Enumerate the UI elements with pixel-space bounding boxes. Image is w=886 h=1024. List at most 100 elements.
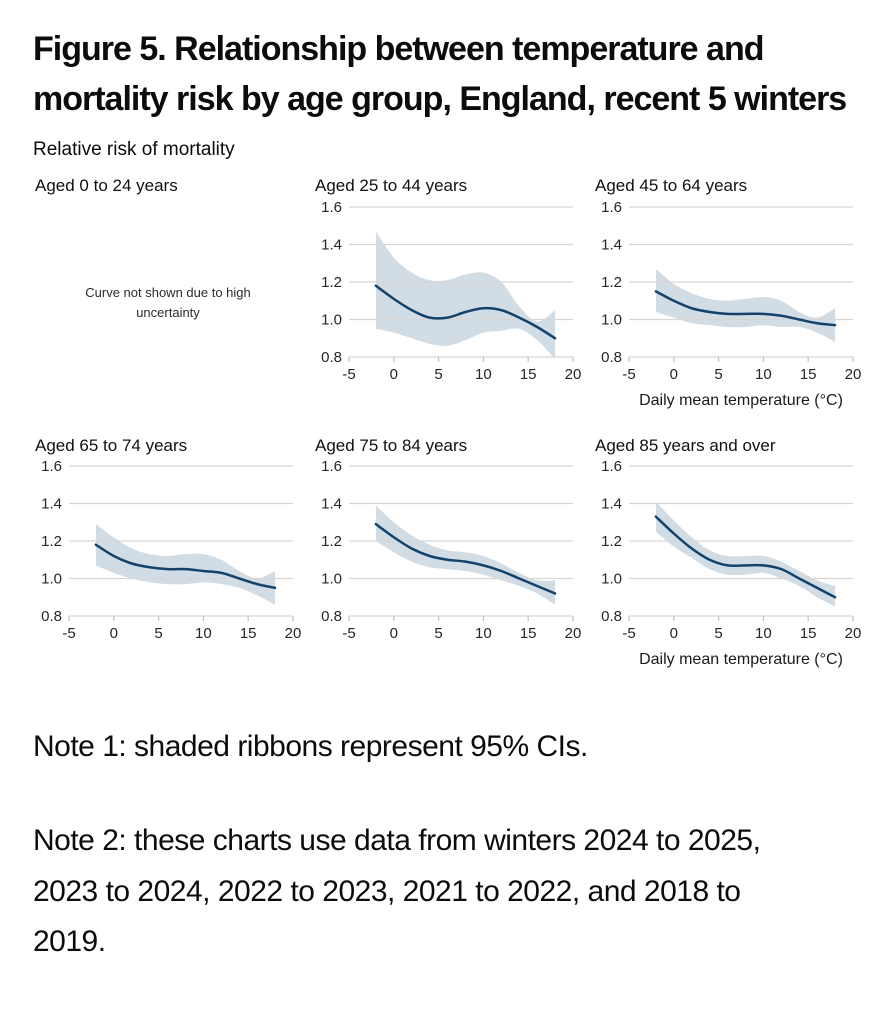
empty-chart-message: Curve not shown due to high uncertainty	[85, 284, 251, 320]
svg-text:15: 15	[800, 366, 817, 383]
svg-text:1.4: 1.4	[601, 236, 622, 253]
panel-aged-65-74: Aged 65 to 74 years 0.8 1.0 1.2 1.4 1.6 -5 0 5 1…	[33, 435, 303, 678]
svg-text:0.8: 0.8	[601, 608, 622, 625]
svg-text:15: 15	[520, 625, 537, 642]
confidence-ribbon	[655, 501, 836, 607]
x-axis: -5 0 5 10 15 20	[62, 615, 302, 642]
svg-text:1.2: 1.2	[601, 533, 622, 550]
svg-text:5: 5	[714, 625, 722, 642]
svg-text:1.0: 1.0	[41, 570, 62, 587]
svg-text:0.8: 0.8	[321, 349, 342, 366]
svg-text:1.4: 1.4	[321, 495, 342, 512]
svg-text:0.8: 0.8	[601, 349, 622, 366]
svg-text:1.2: 1.2	[321, 533, 342, 550]
panel-aged-25-44: Aged 25 to 44 years 0.8 1.0 1.2 1.4 1.6 -5 0 5 1…	[313, 175, 583, 418]
svg-text:0.8: 0.8	[321, 608, 342, 625]
svg-text:1.4: 1.4	[601, 495, 622, 512]
y-axis-tick-labels: 0.8 1.0 1.2 1.4 1.6	[321, 199, 342, 366]
panel-aged-0-24: Aged 0 to 24 years Curve not shown due t…	[33, 175, 303, 418]
y-axis-tick-labels: 0.8 1.0 1.2 1.4 1.6	[41, 458, 62, 625]
svg-text:-5: -5	[62, 625, 75, 642]
empty-chart-area: Curve not shown due to high uncertainty	[33, 201, 303, 419]
svg-text:15: 15	[240, 625, 257, 642]
confidence-ribbon	[375, 231, 556, 358]
svg-text:0: 0	[390, 625, 398, 642]
svg-text:1.6: 1.6	[321, 201, 342, 216]
svg-text:1.6: 1.6	[321, 460, 342, 475]
svg-text:1.6: 1.6	[601, 460, 622, 475]
svg-text:5: 5	[154, 625, 162, 642]
svg-text:1.0: 1.0	[601, 570, 622, 587]
x-axis: -5 0 5 10 15 20	[622, 356, 862, 383]
svg-text:1.2: 1.2	[321, 274, 342, 291]
panel-aged-75-84: Aged 75 to 84 years 0.8 1.0 1.2 1.4 1.6 -5 0 5 1…	[313, 435, 583, 678]
confidence-ribbon	[655, 268, 836, 342]
x-axis: -5 0 5 10 15 20	[622, 615, 862, 642]
trend-line	[654, 289, 837, 327]
svg-text:1.2: 1.2	[601, 274, 622, 291]
svg-text:10: 10	[195, 625, 212, 642]
svg-text:20: 20	[845, 625, 862, 642]
x-axis: -5 0 5 10 15 20	[342, 615, 582, 642]
svg-text:0: 0	[110, 625, 118, 642]
svg-text:-5: -5	[622, 625, 635, 642]
svg-text:5: 5	[434, 625, 442, 642]
svg-text:1.4: 1.4	[41, 495, 62, 512]
svg-text:20: 20	[565, 625, 582, 642]
panel-title: Aged 75 to 84 years	[315, 435, 468, 455]
svg-text:1.4: 1.4	[321, 236, 342, 253]
svg-text:1.0: 1.0	[321, 311, 342, 328]
svg-text:20: 20	[565, 366, 582, 383]
figure-title: Figure 5. Relationship between temperatu…	[33, 30, 847, 119]
svg-text:1.0: 1.0	[601, 311, 622, 328]
svg-text:-5: -5	[622, 366, 635, 383]
gridlines	[629, 465, 853, 617]
y-axis-tick-labels: 0.8 1.0 1.2 1.4 1.6	[601, 199, 622, 366]
x-axis-label: Daily mean temperature (°C)	[639, 651, 843, 668]
confidence-ribbon	[375, 505, 556, 605]
svg-text:5: 5	[714, 366, 722, 383]
chart-aged-45-64: 0.8 1.0 1.2 1.4 1.6 -5 0 5 10 15 20 Daily mean temp…	[593, 199, 863, 419]
svg-text:15: 15	[520, 366, 537, 383]
svg-text:0: 0	[390, 366, 398, 383]
chart-aged-85-over: 0.8 1.0 1.2 1.4 1.6 -5 0 5 10 15 20 Daily mean temp…	[593, 458, 863, 678]
panel-title: Aged 0 to 24 years	[35, 176, 178, 196]
svg-text:0.8: 0.8	[41, 608, 62, 625]
y-axis-tick-labels: 0.8 1.0 1.2 1.4 1.6	[601, 458, 622, 625]
svg-text:1.6: 1.6	[41, 460, 62, 475]
svg-text:10: 10	[475, 625, 492, 642]
panel-title: Aged 25 to 44 years	[315, 176, 468, 196]
note-2: Note 2: these charts use data from winte…	[33, 824, 761, 959]
gridlines	[349, 206, 573, 358]
svg-text:-5: -5	[342, 625, 355, 642]
svg-text:10: 10	[755, 625, 772, 642]
trend-line	[374, 284, 557, 340]
svg-text:15: 15	[800, 625, 817, 642]
panel-aged-45-64: Aged 45 to 64 years 0.8 1.0 1.2 1.4 1.6 -5 0 5 1…	[593, 175, 863, 418]
gridlines	[629, 206, 853, 358]
y-axis-tick-labels: 0.8 1.0 1.2 1.4 1.6	[321, 458, 342, 625]
chart-aged-65-74: 0.8 1.0 1.2 1.4 1.6 -5 0 5 10 15 20	[33, 458, 303, 678]
age-group-chart: 0.8 1.0 1.2 1.4 1.6 -5 0 5 10 15 20	[321, 199, 582, 383]
trend-line	[94, 543, 277, 590]
age-group-chart: 0.8 1.0 1.2 1.4 1.6 -5 0 5 10 15 20	[321, 458, 582, 642]
svg-text:10: 10	[755, 366, 772, 383]
x-axis-label: Daily mean temperature (°C)	[639, 392, 843, 409]
panel-title: Aged 45 to 64 years	[595, 176, 748, 196]
svg-text:1.6: 1.6	[601, 201, 622, 216]
y-axis-title: Relative risk of mortality	[33, 138, 235, 160]
svg-text:1.2: 1.2	[41, 533, 62, 550]
trend-line	[654, 515, 837, 599]
svg-text:10: 10	[475, 366, 492, 383]
svg-text:20: 20	[845, 366, 862, 383]
svg-text:5: 5	[434, 366, 442, 383]
trend-line	[374, 522, 557, 595]
svg-text:-5: -5	[342, 366, 355, 383]
figure-notes: Note 1: shaded ribbons represent 95% CIs…	[33, 722, 783, 968]
chart-aged-25-44: 0.8 1.0 1.2 1.4 1.6 -5 0 5 10 15 20	[313, 199, 583, 419]
age-group-chart: 0.8 1.0 1.2 1.4 1.6 -5 0 5 10 15 20	[41, 458, 302, 642]
svg-text:20: 20	[285, 625, 302, 642]
